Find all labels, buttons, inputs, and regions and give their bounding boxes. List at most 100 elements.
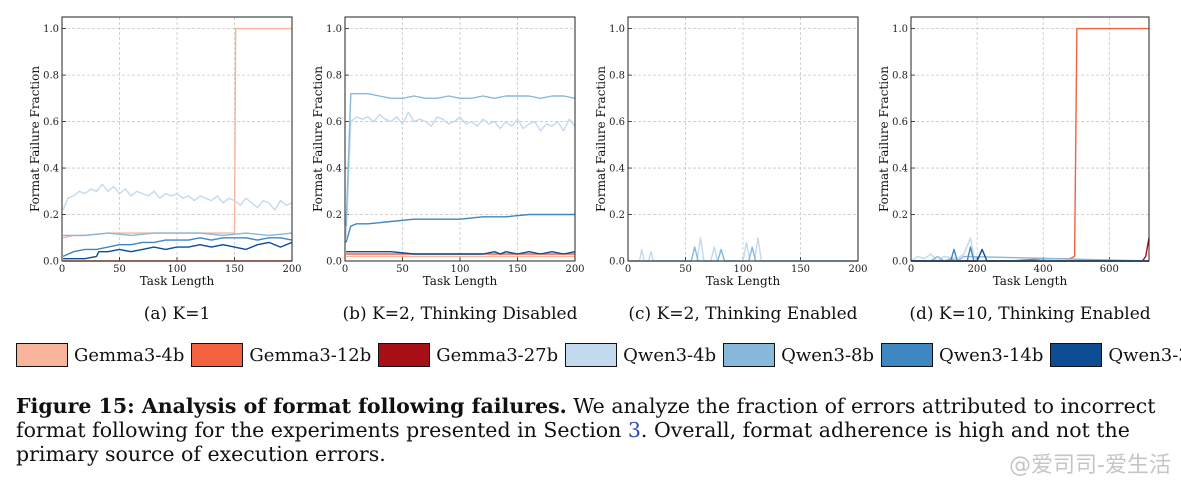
x-tick-label: 0: [342, 264, 348, 275]
y-tick-label: 0.0: [892, 257, 908, 268]
y-tick-label: 1.0: [609, 24, 625, 35]
y-tick-label: 0.2: [892, 210, 908, 221]
y-tick-label: 0.6: [609, 117, 625, 128]
legend-item: Gemma3-12b: [191, 343, 371, 367]
y-tick-label: 0.4: [609, 164, 625, 175]
x-tick-label: 150: [791, 264, 810, 275]
x-tick-label: 0: [625, 264, 631, 275]
y-tick-label: 0.6: [326, 117, 342, 128]
x-axis-label: Task Length: [423, 274, 498, 288]
figure-caption-label: Figure 15: Analysis of format following …: [16, 394, 567, 418]
x-tick-label: 600: [1100, 264, 1119, 275]
y-axis-label: Format Failure Fraction: [594, 66, 608, 212]
y-tick-label: 0.8: [892, 71, 908, 82]
x-tick-label: 100: [733, 264, 752, 275]
legend-label: Qwen3-14b: [939, 344, 1044, 366]
y-tick-label: 1.0: [43, 24, 59, 35]
x-tick-label: 200: [282, 264, 301, 275]
series-line-qwen3-32b: [346, 250, 576, 255]
y-axis-label: Format Failure Fraction: [311, 66, 325, 212]
legend-swatch: [378, 343, 431, 367]
x-axis-label: Task Length: [706, 274, 781, 288]
x-tick-label: 0: [59, 264, 65, 275]
legend-label: Gemma3-27b: [436, 344, 559, 366]
y-tick-label: 0.8: [43, 71, 59, 82]
series-line-qwen3-32b: [63, 241, 293, 260]
x-tick-label: 200: [565, 264, 584, 275]
y-tick-label: 0.4: [326, 164, 342, 175]
legend-item: Gemma3-27b: [378, 343, 558, 367]
legend-item: Qwen3-14b: [881, 343, 1043, 367]
panel-caption: (c) K=2, Thinking Enabled: [628, 304, 857, 324]
y-tick-label: 1.0: [326, 24, 342, 35]
legend-item: Gemma3-4b: [16, 343, 184, 367]
y-tick-label: 0.6: [43, 117, 59, 128]
section-reference-link[interactable]: 3: [627, 418, 641, 442]
y-axis-label: Format Failure Fraction: [877, 66, 891, 212]
x-tick-label: 0: [908, 264, 914, 275]
plot-frame: [910, 16, 1150, 262]
series-line-qwen3-4b: [629, 237, 858, 262]
series-line-qwen3-8b: [63, 232, 293, 237]
legend-swatch: [1050, 343, 1103, 367]
plot-frame: [627, 16, 859, 262]
figure-caption-text-end: . Overall, format adherence is high and …: [16, 418, 1130, 466]
y-tick-label: 0.0: [326, 257, 342, 268]
series-line-qwen3-8b: [629, 246, 858, 262]
legend: Gemma3-4b Gemma3-12b Gemma3-27b Qwen3-4b Qwe…: [16, 341, 1181, 369]
series-line-qwen3-14b: [345, 213, 575, 243]
panel-caption: (b) K=2, Thinking Disabled: [343, 304, 578, 324]
chart-panel-1: 0 50 100 150 200 0.0 0.2 0.4 0.6 0.8 1.0 Task Lengt…: [28, 16, 302, 324]
series-line-qwen3-4b: [62, 183, 293, 211]
x-tick-label: 150: [508, 264, 527, 275]
y-tick-label: 0.2: [326, 210, 342, 221]
legend-label: Qwen3-8b: [781, 344, 875, 366]
x-tick-label: 400: [1034, 264, 1053, 275]
x-tick-label: 200: [968, 264, 987, 275]
watermark: @爱司司-爱生活: [1009, 453, 1171, 478]
chart-panel-3: 0 50 100 150 200 0.0 0.2 0.4 0.6 0.8 1.0 Task Lengt…: [594, 16, 868, 324]
chart-figure: 0 50 100 150 200 0.0 0.2 0.4 0.6 0.8 1.0 Task Lengt…: [28, 16, 1151, 324]
series-line-qwen3-8b: [345, 92, 576, 227]
y-tick-label: 0.4: [892, 164, 908, 175]
x-tick-label: 100: [450, 264, 469, 275]
y-tick-label: 0.0: [609, 257, 625, 268]
series-line-qwen3-14b: [62, 237, 293, 258]
panel-caption: (d) K=10, Thinking Enabled: [909, 304, 1150, 324]
legend-swatch: [565, 343, 618, 367]
figure-caption: Figure 15: Analysis of format following …: [16, 394, 1172, 466]
x-tick-label: 100: [167, 264, 186, 275]
series-line-qwen3-4b: [345, 111, 576, 238]
y-tick-label: 0.4: [43, 164, 59, 175]
x-tick-label: 150: [225, 264, 244, 275]
legend-label: Qwen3-4b: [623, 344, 717, 366]
legend-label: Qwen3-32b: [1108, 344, 1181, 366]
y-tick-label: 0.8: [609, 71, 625, 82]
x-axis-label: Task Length: [140, 274, 215, 288]
x-tick-label: 50: [113, 264, 126, 275]
series-line-qwen3-8b: [911, 255, 1150, 262]
chart-panel-2: 0 50 100 150 200 0.0 0.2 0.4 0.6 0.8 1.0 Task Lengt…: [311, 16, 585, 324]
legend-swatch: [881, 343, 934, 367]
legend-label: Gemma3-4b: [74, 344, 185, 366]
legend-label: Gemma3-12b: [249, 344, 372, 366]
y-tick-label: 1.0: [892, 24, 908, 35]
y-tick-label: 0.2: [609, 210, 625, 221]
chart-panel-4: 0 200 400 600 0.0 0.2 0.4 0.6 0.8 1.0 Task Length F…: [877, 16, 1151, 324]
y-axis-label: Format Failure Fraction: [28, 66, 42, 212]
legend-item: Qwen3-32b: [1050, 343, 1181, 367]
y-tick-label: 0.2: [43, 210, 59, 221]
x-tick-label: 200: [848, 264, 867, 275]
y-tick-label: 0.6: [892, 117, 908, 128]
figure-caption-text: We analyze the fraction of errors attrib…: [16, 394, 1156, 442]
plot-frame: [344, 16, 576, 262]
x-axis-label: Task Length: [993, 274, 1068, 288]
legend-swatch: [723, 343, 776, 367]
x-tick-label: 50: [679, 264, 692, 275]
series-line-gemma3-12b: [911, 27, 1149, 262]
legend-swatch: [191, 343, 244, 367]
y-tick-label: 0.8: [326, 71, 342, 82]
legend-swatch: [16, 343, 68, 367]
x-tick-label: 50: [396, 264, 409, 275]
legend-item: Qwen3-8b: [723, 343, 874, 367]
